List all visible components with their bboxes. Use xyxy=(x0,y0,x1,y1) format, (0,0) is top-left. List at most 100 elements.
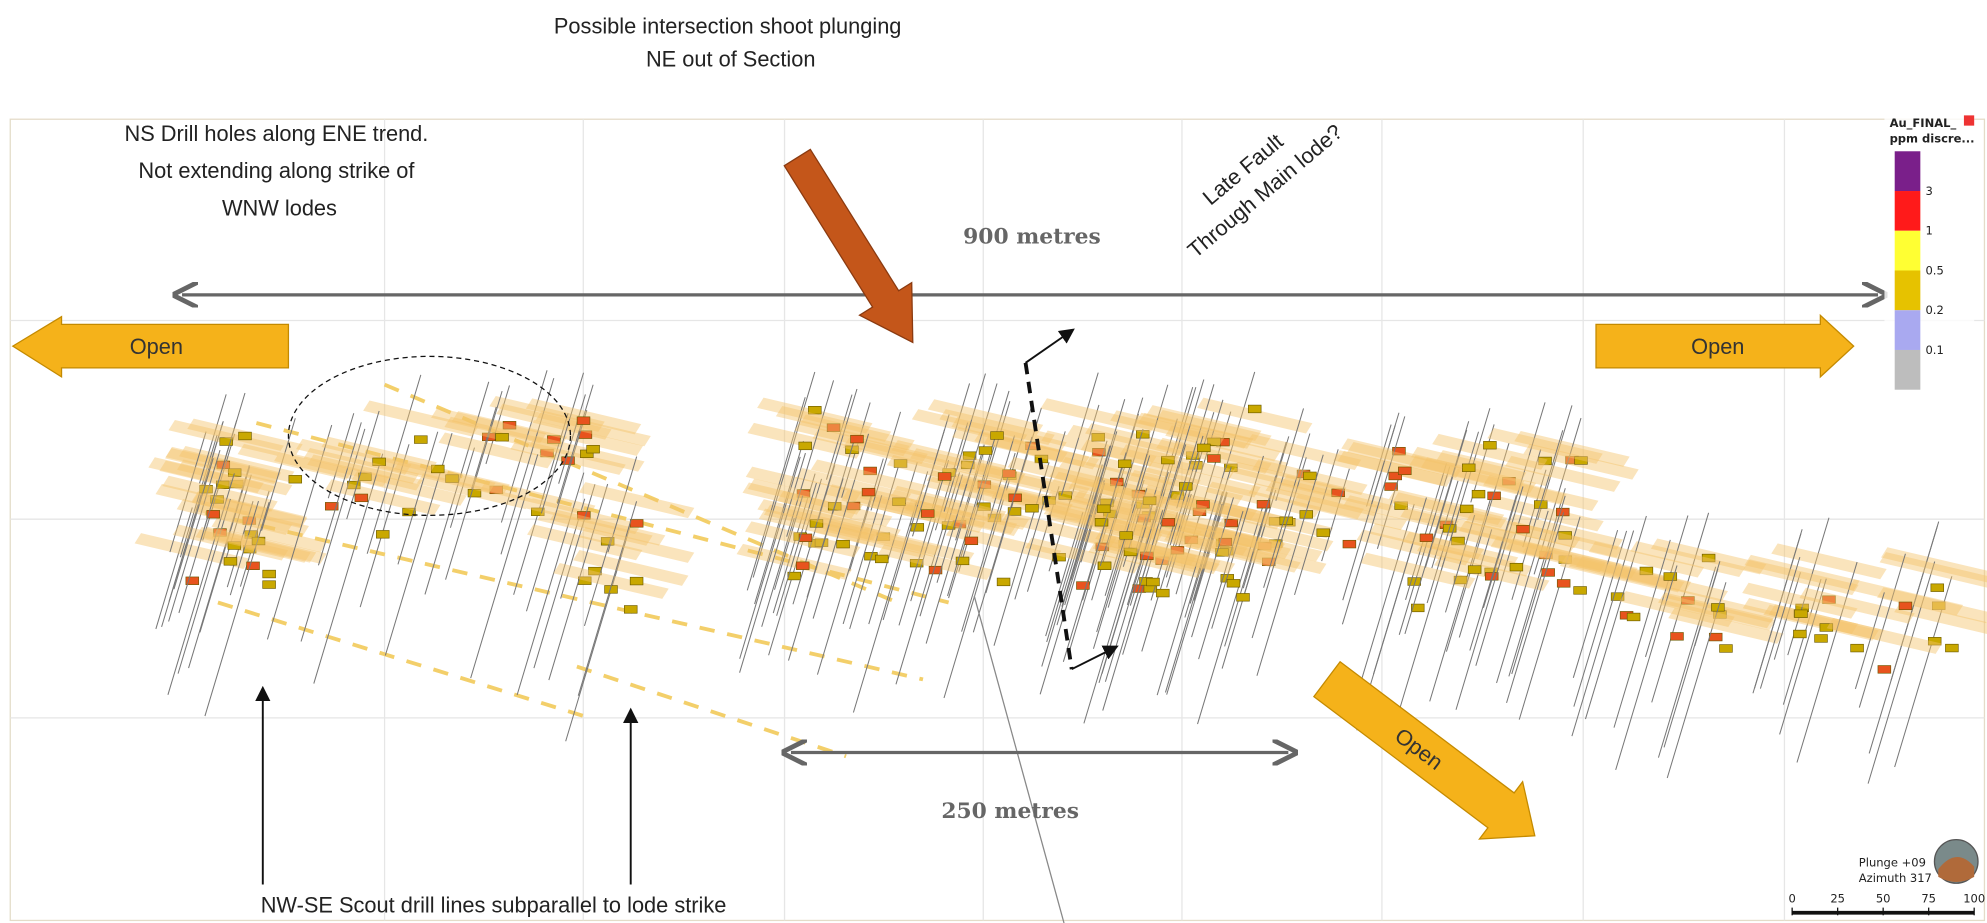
drillhole xyxy=(993,462,1050,646)
intercept xyxy=(893,459,908,468)
drillhole xyxy=(1868,526,1938,754)
drillhole xyxy=(1511,430,1564,600)
lode-surface xyxy=(1089,513,1205,550)
lode-surface xyxy=(974,462,1090,499)
intercept xyxy=(1236,593,1250,602)
intercept xyxy=(1095,542,1110,552)
drillhole xyxy=(1858,553,1906,708)
drillhole xyxy=(1045,511,1084,637)
scale-label: 50 xyxy=(1876,891,1891,905)
lode-surface xyxy=(1559,555,1676,592)
drillhole xyxy=(1372,497,1427,675)
intercept xyxy=(445,474,459,483)
drillhole xyxy=(397,431,439,565)
intercept xyxy=(1610,592,1625,601)
drillhole xyxy=(973,595,1065,923)
lode-surface xyxy=(1205,481,1322,518)
intercept xyxy=(1384,482,1398,491)
drillhole xyxy=(1193,491,1228,601)
legend-swatch xyxy=(1894,151,1921,192)
lode-surface xyxy=(939,409,1055,446)
drillhole xyxy=(1211,455,1264,629)
intercept xyxy=(1453,575,1468,585)
drillhole xyxy=(988,435,1016,520)
drillhole xyxy=(229,500,260,596)
legend-label: 3 xyxy=(1925,184,1932,198)
lode-surface xyxy=(799,414,915,451)
drillhole xyxy=(204,502,270,717)
intercept xyxy=(1207,437,1221,447)
intercept xyxy=(1411,603,1425,613)
drillhole xyxy=(317,422,362,566)
intercept xyxy=(495,433,509,442)
lode-surface xyxy=(431,407,547,444)
lode-surface xyxy=(1420,457,1537,494)
drillhole xyxy=(266,424,333,640)
drillhole xyxy=(1361,503,1415,680)
drillhole xyxy=(1126,386,1194,606)
drillhole xyxy=(1429,496,1492,702)
lode-surface xyxy=(1826,618,1943,654)
drillhole xyxy=(1440,408,1491,573)
lode-surface xyxy=(193,500,309,537)
close-button[interactable] xyxy=(1963,115,1975,126)
intercept xyxy=(531,507,545,516)
lode-surface xyxy=(1185,536,1301,573)
drillhole xyxy=(919,474,964,617)
fault-arrow xyxy=(1071,645,1119,671)
drillhole xyxy=(1867,561,1936,784)
lode-surface xyxy=(1505,455,1621,492)
drillhole xyxy=(261,418,296,531)
lode-surface xyxy=(1630,541,1746,578)
intercept xyxy=(1058,491,1072,500)
intercept xyxy=(1142,496,1157,505)
intercept xyxy=(977,502,991,511)
drillhole xyxy=(943,499,1005,699)
lode-surface xyxy=(1245,434,1362,470)
lode-surface xyxy=(155,483,271,520)
intercept xyxy=(1558,555,1573,564)
intercept xyxy=(1258,541,1272,551)
drillhole xyxy=(1366,424,1392,507)
drillhole xyxy=(1405,463,1447,601)
lode-surface xyxy=(757,397,873,434)
drillhole xyxy=(754,440,804,605)
intercept xyxy=(1226,579,1241,588)
drillhole xyxy=(1458,529,1493,638)
drillhole xyxy=(972,436,1033,633)
drillhole xyxy=(1782,578,1822,705)
drillhole xyxy=(1341,416,1406,625)
drillhole xyxy=(1615,565,1678,771)
intercept xyxy=(1197,443,1211,453)
lode-surface xyxy=(1400,506,1516,543)
lode-surface xyxy=(1360,552,1476,589)
legend-label: 1 xyxy=(1925,224,1932,238)
lode-surface xyxy=(527,524,643,561)
dimension-label: 900 metres xyxy=(963,225,1101,250)
lode-surface xyxy=(1451,468,1567,505)
drillhole xyxy=(947,390,1010,597)
lode-surface xyxy=(1104,538,1220,575)
drillhole xyxy=(1644,515,1689,658)
drillhole xyxy=(776,482,817,616)
scale-label: 100 xyxy=(1963,891,1985,905)
lode-surface xyxy=(1432,433,1548,470)
intercept xyxy=(1471,489,1486,499)
intercept xyxy=(262,569,276,579)
lode-surface xyxy=(1007,456,1123,493)
lode-surface xyxy=(812,428,928,465)
lode-surface xyxy=(1743,559,1859,596)
lode-surface xyxy=(1742,582,1858,619)
intercept xyxy=(372,457,386,467)
annotation: Possible intersection shoot plunging NE … xyxy=(554,13,908,71)
annotation-line: NE out of Section xyxy=(646,47,816,72)
lode-surface xyxy=(1175,523,1292,560)
intercept xyxy=(1008,493,1022,502)
lode-surface xyxy=(1169,518,1285,555)
intercept xyxy=(1207,454,1221,463)
open-arrow: Open xyxy=(1312,660,1536,840)
legend-swatch xyxy=(1894,310,1921,350)
drillhole xyxy=(556,384,594,504)
annotation: Late Fault Through Main lode? xyxy=(1163,95,1347,262)
